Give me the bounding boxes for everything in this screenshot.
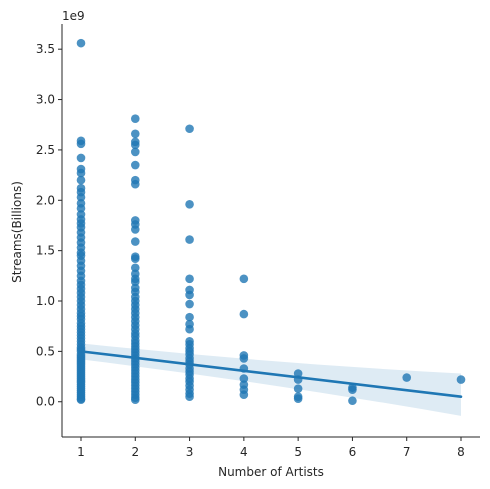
- y-tick-label: 2.5: [36, 143, 55, 157]
- data-point: [240, 275, 249, 284]
- data-point: [77, 176, 86, 185]
- y-tick-label: 1.0: [36, 294, 55, 308]
- y-tick-label: 0.5: [36, 344, 55, 358]
- data-point: [77, 395, 86, 404]
- data-point: [457, 375, 466, 384]
- x-axis-label: Number of Artists: [218, 465, 324, 479]
- data-point: [348, 385, 357, 394]
- data-point: [77, 154, 86, 163]
- data-point: [294, 394, 303, 403]
- data-point: [131, 237, 140, 246]
- data-point: [240, 354, 249, 363]
- x-tick-label: 4: [240, 445, 248, 459]
- data-point: [185, 200, 194, 209]
- data-point: [77, 39, 86, 48]
- data-point: [185, 392, 194, 401]
- data-point: [131, 148, 140, 157]
- x-tick-label: 5: [294, 445, 302, 459]
- data-point: [185, 291, 194, 300]
- data-point: [185, 325, 194, 334]
- y-axis-label: Streams(Billions): [10, 181, 24, 283]
- x-tick-label: 6: [349, 445, 357, 459]
- data-points-layer: [77, 39, 466, 405]
- data-point: [185, 300, 194, 309]
- y-tick-label: 3.5: [36, 42, 55, 56]
- data-point: [131, 225, 140, 234]
- data-point: [185, 124, 194, 133]
- data-point: [131, 114, 140, 123]
- data-point: [348, 396, 357, 405]
- x-tick-label: 8: [457, 445, 465, 459]
- x-tick-label: 2: [131, 445, 139, 459]
- y-tick-label: 1.5: [36, 244, 55, 258]
- data-point: [131, 129, 140, 138]
- data-point: [185, 235, 194, 244]
- y-axis-offset-label: 1e9: [62, 9, 85, 23]
- x-tick-label: 3: [186, 445, 194, 459]
- data-point: [240, 390, 249, 399]
- y-tick-label: 3.0: [36, 93, 55, 107]
- data-point: [185, 275, 194, 284]
- data-point: [77, 140, 86, 149]
- data-point: [131, 161, 140, 170]
- x-tick-label: 7: [403, 445, 411, 459]
- data-point: [402, 373, 411, 382]
- data-point: [131, 180, 140, 189]
- data-point: [131, 395, 140, 404]
- data-point: [240, 310, 249, 319]
- x-tick-label: 1: [77, 445, 85, 459]
- data-point: [131, 254, 140, 263]
- y-tick-label: 2.0: [36, 193, 55, 207]
- data-point: [294, 384, 303, 393]
- y-tick-label: 0.0: [36, 395, 55, 409]
